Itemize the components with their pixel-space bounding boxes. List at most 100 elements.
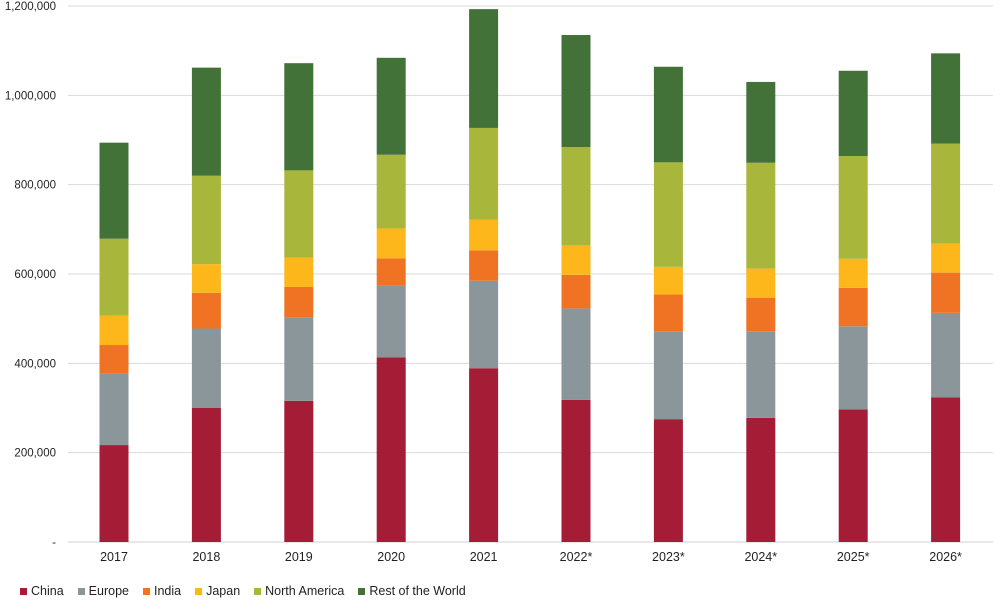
bar-segment-north-america bbox=[561, 147, 591, 246]
bar-segment-china bbox=[284, 400, 314, 542]
bar-segment-north-america bbox=[191, 175, 221, 265]
bar-segment-india bbox=[838, 287, 868, 327]
legend-label: Japan bbox=[206, 584, 241, 598]
bar-segment-europe bbox=[469, 280, 499, 369]
x-tick-label: 2017 bbox=[100, 550, 128, 564]
x-tick-label: 2018 bbox=[192, 550, 220, 564]
legend-label: North America bbox=[265, 584, 345, 598]
bar-segment-rest-of-the-world bbox=[653, 66, 683, 163]
bar-segment-china bbox=[376, 357, 406, 542]
y-tick-label: 800,000 bbox=[14, 180, 56, 192]
bar-segment-rest-of-the-world bbox=[838, 70, 868, 157]
legend-swatch bbox=[254, 587, 262, 595]
y-tick-label: 1,000,000 bbox=[5, 90, 56, 102]
bar-segment-europe bbox=[653, 331, 683, 420]
bar-stack-2024-projected bbox=[746, 81, 776, 542]
legend-label: India bbox=[153, 584, 182, 598]
x-tick-label: 2024* bbox=[744, 550, 777, 564]
y-tick-label: 600,000 bbox=[14, 269, 56, 281]
y-axis-tick-labels: - 200,000 400,000 600,000 800,000 1,000,000 1,… bbox=[5, 1, 56, 549]
bar-segment-china bbox=[746, 417, 776, 542]
legend-label: Europe bbox=[88, 584, 129, 598]
legend-label: China bbox=[31, 584, 64, 598]
bar-stack-2025-projected bbox=[838, 70, 868, 542]
bar-segment-north-america bbox=[99, 238, 129, 316]
legend-swatch bbox=[142, 587, 150, 595]
bar-segment-europe bbox=[746, 331, 776, 418]
bar-segment-north-america bbox=[469, 127, 499, 220]
legend-item-europe: Europe bbox=[77, 584, 129, 598]
x-tick-label: 2026* bbox=[929, 550, 962, 564]
bar-segment-europe bbox=[284, 317, 314, 401]
legend-item-india: India bbox=[142, 584, 182, 598]
bar-segment-japan bbox=[653, 266, 683, 295]
legend-swatch bbox=[77, 587, 85, 595]
bar-segment-europe bbox=[99, 373, 129, 446]
bar-segment-india bbox=[469, 250, 499, 281]
bar-segment-japan bbox=[746, 268, 776, 298]
legend-swatch bbox=[195, 587, 203, 595]
bar-segment-japan bbox=[838, 258, 868, 288]
bar-segment-north-america bbox=[931, 143, 961, 244]
bar-segment-rest-of-the-world bbox=[376, 57, 406, 155]
x-tick-label: 2019 bbox=[285, 550, 313, 564]
bar-segment-europe bbox=[191, 328, 221, 408]
bar-segment-rest-of-the-world bbox=[284, 63, 314, 171]
bar-segment-india bbox=[931, 272, 961, 313]
bar-segment-rest-of-the-world bbox=[469, 9, 499, 128]
bar-stack-2020 bbox=[376, 57, 406, 542]
bar-segment-japan bbox=[376, 228, 406, 259]
bar-segment-rest-of-the-world bbox=[99, 142, 129, 239]
legend-item-rest-of-the-world: Rest of the World bbox=[358, 584, 466, 598]
bar-segment-india bbox=[191, 292, 221, 329]
bar-segment-india bbox=[99, 345, 129, 374]
bar-segment-india bbox=[284, 286, 314, 318]
bar-segment-europe bbox=[931, 312, 961, 398]
bar-segment-india bbox=[746, 297, 776, 332]
bar-segment-china bbox=[653, 419, 683, 542]
bar-stack-2018 bbox=[191, 67, 221, 542]
x-tick-label: 2023* bbox=[652, 550, 685, 564]
bar-segment-europe bbox=[561, 308, 591, 400]
legend: China Europe India Japan North America Rest o… bbox=[20, 584, 480, 598]
bar-segment-rest-of-the-world bbox=[931, 53, 961, 144]
bar-segment-china bbox=[931, 397, 961, 542]
bar-segment-japan bbox=[284, 257, 314, 287]
bar-segment-europe bbox=[376, 285, 406, 358]
bar-segment-north-america bbox=[284, 170, 314, 258]
bar-stack-2026-projected bbox=[931, 53, 961, 542]
bars bbox=[99, 9, 961, 542]
bar-stack-2019 bbox=[284, 63, 314, 542]
bar-segment-china bbox=[469, 368, 499, 542]
y-tick-label: - bbox=[52, 537, 56, 549]
x-tick-label: 2022* bbox=[560, 550, 593, 564]
bar-stack-2023-projected bbox=[653, 66, 683, 542]
bar-segment-japan bbox=[469, 219, 499, 251]
bar-segment-rest-of-the-world bbox=[191, 67, 221, 176]
bar-segment-north-america bbox=[653, 162, 683, 267]
bar-segment-north-america bbox=[838, 156, 868, 259]
bar-segment-india bbox=[653, 294, 683, 332]
bar-segment-north-america bbox=[376, 154, 406, 229]
bar-segment-rest-of-the-world bbox=[746, 81, 776, 163]
y-tick-label: 200,000 bbox=[14, 448, 56, 460]
bar-stack-2022-projected bbox=[561, 35, 591, 542]
bar-stack-2017 bbox=[99, 142, 129, 542]
bar-segment-japan bbox=[561, 245, 591, 275]
bar-segment-china bbox=[99, 445, 129, 542]
legend-swatch bbox=[358, 587, 366, 595]
bar-segment-japan bbox=[99, 315, 129, 346]
bar-segment-china bbox=[191, 408, 221, 542]
bar-segment-rest-of-the-world bbox=[561, 35, 591, 148]
bar-segment-india bbox=[561, 274, 591, 309]
y-tick-label: 400,000 bbox=[14, 358, 56, 370]
bar-segment-india bbox=[376, 258, 406, 286]
bar-segment-japan bbox=[191, 264, 221, 293]
legend-item-china: China bbox=[20, 584, 64, 598]
x-tick-label: 2025* bbox=[837, 550, 870, 564]
legend-label: Rest of the World bbox=[369, 584, 466, 598]
legend-item-north-america: North America bbox=[254, 584, 344, 598]
x-tick-label: 2020 bbox=[377, 550, 405, 564]
bar-segment-europe bbox=[838, 326, 868, 410]
